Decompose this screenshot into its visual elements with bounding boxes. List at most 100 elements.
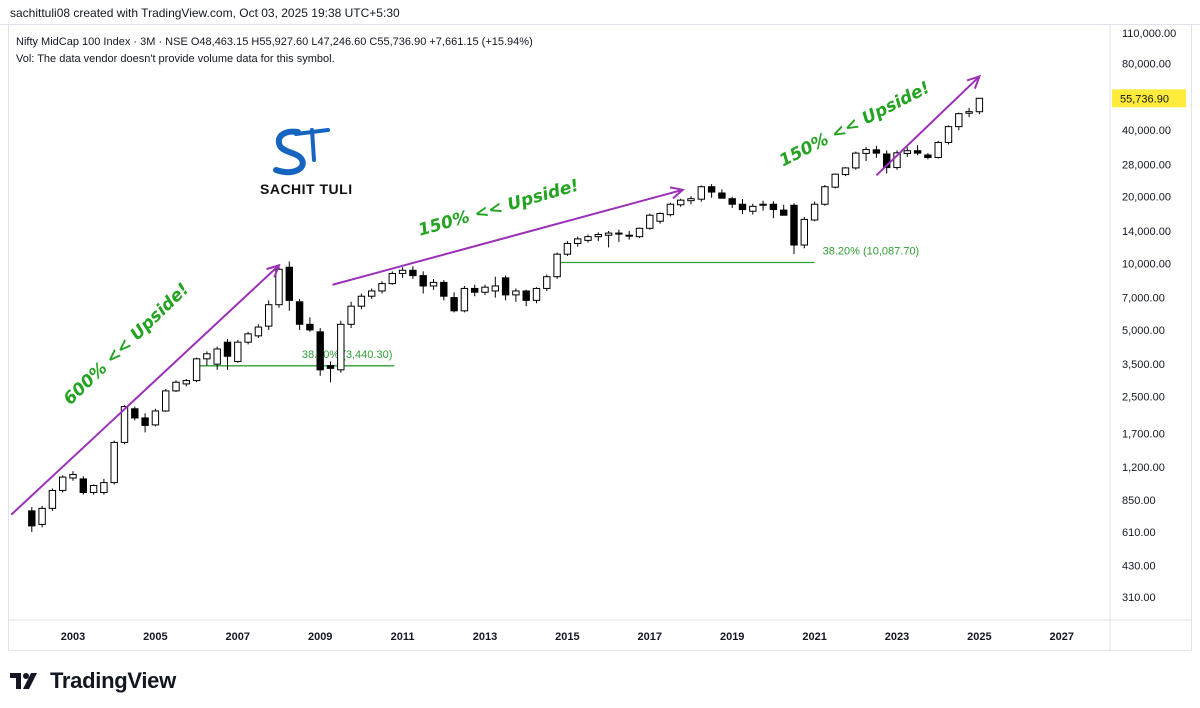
y-tick-label: 850.00 xyxy=(1122,495,1156,507)
y-tick-label: 40,000.00 xyxy=(1122,125,1171,137)
candle-body xyxy=(337,323,345,371)
fib-level-label: 38.20% (10,087.70) xyxy=(823,245,920,257)
candle-body xyxy=(131,408,139,419)
candle-body xyxy=(419,275,427,287)
x-tick-label: 2009 xyxy=(308,631,332,643)
candle-body xyxy=(872,149,881,154)
candle-body xyxy=(913,150,922,154)
candle-body xyxy=(810,203,819,221)
candle-body xyxy=(347,305,355,325)
x-tick-label: 2025 xyxy=(967,631,991,643)
candle-body xyxy=(254,326,263,337)
candle-body xyxy=(790,204,798,246)
candle-body xyxy=(677,199,685,206)
candle-body xyxy=(151,410,160,426)
candle-body xyxy=(59,476,67,491)
y-tick-label: 2,500.00 xyxy=(1122,391,1165,403)
chart-legend-volume: Vol: The data vendor doesn't provide vol… xyxy=(16,53,335,65)
last-price-badge: 55,736.90 xyxy=(1112,89,1186,108)
x-tick-label: 2015 xyxy=(555,631,579,643)
candle-body xyxy=(759,203,767,206)
candle-body xyxy=(28,510,36,527)
time-axis[interactable]: 2003 2005 2007 2009 2011 2013 2015 2017 2019 2021… xyxy=(61,631,1074,643)
candle-body xyxy=(388,272,397,285)
trend-arrow-head xyxy=(966,74,982,89)
price-axis[interactable]: 110,000.00 80,000.00 40,000.00 28,000.00 20,… xyxy=(1122,28,1176,604)
candle-body xyxy=(697,186,705,200)
candle-body xyxy=(965,111,973,114)
candle-body xyxy=(120,406,129,443)
candle-body xyxy=(100,482,108,494)
candle-body xyxy=(666,203,675,216)
candle-body xyxy=(306,323,314,331)
fib-retracement-layer: 38.20% (3,440.30) 38.20% (10,087.70) xyxy=(196,245,920,367)
header-credit-text: sachittuli08 created with TradingView.co… xyxy=(10,6,400,20)
y-tick-label: 7,000.00 xyxy=(1122,293,1165,305)
last-price-label: 55,736.90 xyxy=(1120,93,1169,105)
candle-body xyxy=(501,277,510,296)
candle-body xyxy=(584,236,592,241)
candle-body xyxy=(244,333,252,343)
candle-body xyxy=(635,227,644,238)
candle-body xyxy=(955,113,963,128)
candle-body xyxy=(604,232,613,236)
candle-body xyxy=(841,167,850,176)
candle-body xyxy=(934,141,942,158)
y-tick-label: 80,000.00 xyxy=(1122,59,1171,71)
candle-body xyxy=(852,152,860,169)
candle-body xyxy=(903,150,911,154)
candle-body xyxy=(646,214,654,229)
candle-body xyxy=(481,286,489,293)
x-tick-label: 2023 xyxy=(885,631,909,643)
candle-body xyxy=(893,152,901,169)
candle-body xyxy=(862,149,870,154)
candle-body xyxy=(110,441,118,484)
candle-body xyxy=(368,290,376,297)
x-tick-label: 2017 xyxy=(638,631,662,643)
brand-name-text: SACHIT TULI xyxy=(260,181,353,197)
candle-body xyxy=(491,285,500,292)
y-tick-label: 5,000.00 xyxy=(1122,325,1165,337)
x-tick-label: 2003 xyxy=(61,631,85,643)
x-tick-label: 2021 xyxy=(802,631,826,643)
upside-annotation: 150% << Upside! xyxy=(416,176,581,241)
x-tick-label: 2027 xyxy=(1050,631,1074,643)
x-tick-label: 2013 xyxy=(473,631,497,643)
candle-body xyxy=(944,126,953,143)
sachit-tuli-logo: SACHIT TULI xyxy=(260,128,353,197)
candle-body xyxy=(615,232,623,235)
candle-body xyxy=(440,281,448,297)
y-tick-label: 20,000.00 xyxy=(1122,192,1171,204)
candle-body xyxy=(460,287,469,312)
candle-body xyxy=(471,287,479,293)
candle-body xyxy=(203,353,211,360)
candle-body xyxy=(285,266,294,301)
y-tick-label: 1,700.00 xyxy=(1122,429,1165,441)
candle-body xyxy=(398,269,407,274)
trend-arrow-line xyxy=(332,188,684,286)
candle-body xyxy=(563,242,572,255)
candle-body xyxy=(265,304,273,327)
candle-body xyxy=(532,287,541,301)
candle-body xyxy=(450,297,458,312)
chart-legend-ohlc: Nifty MidCap 100 Index · 3M · NSE O48,46… xyxy=(16,36,533,48)
candle-body xyxy=(821,186,829,205)
fib-level-label: 38.20% (3,440.30) xyxy=(302,349,393,361)
candle-body xyxy=(924,154,932,158)
candle-body xyxy=(192,358,201,382)
candle-body xyxy=(707,186,716,193)
candle-body xyxy=(625,234,633,237)
candle-body xyxy=(738,203,747,211)
candle-body xyxy=(656,212,664,222)
candle-body xyxy=(357,295,366,307)
y-tick-label: 110,000.00 xyxy=(1122,28,1176,40)
x-tick-label: 2007 xyxy=(226,631,250,643)
candle-body xyxy=(780,209,788,216)
candle-body xyxy=(69,473,77,479)
chart-frame xyxy=(8,24,1192,651)
candle-body xyxy=(749,205,757,212)
y-tick-label: 610.00 xyxy=(1122,527,1156,539)
tradingview-footer[interactable]: TradingView xyxy=(10,666,176,696)
trend-arrow-line xyxy=(875,75,981,177)
